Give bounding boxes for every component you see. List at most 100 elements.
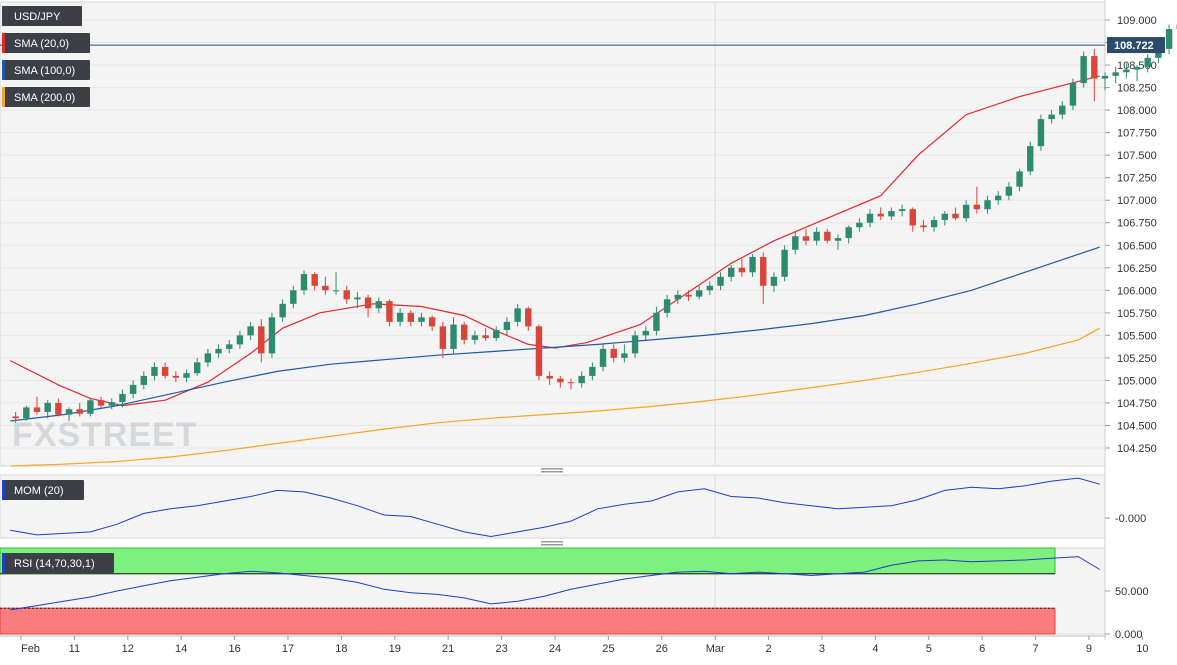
candle-body <box>12 416 18 418</box>
candle <box>536 325 542 381</box>
candle-body <box>66 409 72 414</box>
candle-body <box>1016 171 1022 186</box>
candle-body <box>109 402 115 406</box>
candle <box>1166 25 1172 55</box>
candle-body <box>546 376 552 379</box>
candle-body <box>418 317 424 322</box>
legend-momentum[interactable]: MOM (20) <box>2 480 84 500</box>
legend-sma[interactable]: SMA (200,0) <box>2 87 90 107</box>
candle-body <box>247 326 253 335</box>
candle-body <box>514 308 520 322</box>
candle-body <box>771 277 777 286</box>
candle-body <box>504 322 510 330</box>
candle-body <box>824 232 830 241</box>
candle-body <box>183 373 189 378</box>
candle-body <box>611 349 617 358</box>
legend-sma[interactable]: SMA (100,0) <box>2 60 90 80</box>
candle-body <box>952 214 958 219</box>
candle-body <box>1080 56 1086 83</box>
x-tick-label: 9 <box>1086 643 1092 655</box>
candle-body <box>685 295 691 297</box>
candle-body <box>55 403 61 415</box>
x-tick-label: Feb <box>21 643 40 655</box>
x-tick-label: 17 <box>282 643 294 655</box>
legend-label: SMA (200,0) <box>14 92 75 104</box>
candle-body <box>696 290 702 296</box>
candle-body <box>44 403 50 412</box>
candle-body <box>173 376 179 378</box>
rsi-tick-label: 0.000 <box>1115 629 1143 641</box>
candle-body <box>867 214 873 223</box>
candle-body <box>568 382 574 383</box>
legend-color-swatch <box>2 480 5 500</box>
candle-body <box>397 313 403 322</box>
candle-body <box>664 299 670 313</box>
panel-splitter-handle[interactable] <box>541 541 563 543</box>
x-tick-label: 6 <box>979 643 985 655</box>
candle-body <box>707 286 713 291</box>
price-tick-label: 105.500 <box>1117 330 1157 342</box>
legend-color-swatch <box>2 60 5 80</box>
candle-body <box>803 236 809 241</box>
candle-body <box>237 335 243 344</box>
candle-body <box>408 313 414 322</box>
candle-body <box>333 290 339 291</box>
candle-body <box>119 394 125 402</box>
candle-body <box>493 330 499 338</box>
candle-body <box>984 200 990 209</box>
candle-body <box>354 298 360 300</box>
x-tick-label: 23 <box>495 643 507 655</box>
legend-label: MOM (20) <box>14 485 64 497</box>
candle-body <box>1048 115 1054 120</box>
legend-rsi[interactable]: RSI (14,70,30,1) <box>2 553 114 573</box>
momentum-tick-label: -0.000 <box>1115 513 1146 525</box>
candle-body <box>162 367 168 376</box>
x-tick-label: 16 <box>228 643 240 655</box>
candle-body <box>151 367 157 376</box>
candle-body <box>87 400 93 414</box>
legend-label: USD/JPY <box>14 11 61 23</box>
candle-body <box>1091 56 1097 79</box>
candle-body <box>34 407 40 412</box>
panel-splitter-handle[interactable] <box>541 544 563 546</box>
candle-body <box>290 290 296 304</box>
candle-body <box>835 238 841 241</box>
x-tick-label: 10 <box>1136 643 1148 655</box>
candle-body <box>1059 106 1065 115</box>
price-tick-label: 106.500 <box>1117 240 1157 252</box>
x-tick-label: 24 <box>549 643 561 655</box>
candle-body <box>749 257 755 272</box>
candle-body <box>856 223 862 228</box>
candle-body <box>920 225 926 227</box>
candle-body <box>482 335 488 338</box>
candle-body <box>386 301 392 322</box>
candle-body <box>643 331 649 336</box>
candle-body <box>322 286 328 291</box>
candle-body <box>813 232 819 241</box>
legend-usdjpy[interactable]: USD/JPY <box>2 6 82 26</box>
panel-splitter-handle[interactable] <box>541 471 563 473</box>
candle-body <box>301 274 307 290</box>
x-tick-label: Mar <box>706 643 725 655</box>
price-tick-label: 105.000 <box>1117 375 1157 387</box>
legend-sma[interactable]: SMA (20,0) <box>2 33 90 53</box>
price-tick-label: 106.000 <box>1117 285 1157 297</box>
candle-body <box>141 376 147 385</box>
legend-label: RSI (14,70,30,1) <box>14 558 95 570</box>
candle <box>781 245 787 281</box>
candle-body <box>557 379 563 383</box>
x-tick-label: 18 <box>335 643 347 655</box>
candle-body <box>440 326 446 349</box>
candle-body <box>621 353 627 358</box>
candle <box>1038 115 1044 151</box>
panel-splitter-handle[interactable] <box>541 468 563 470</box>
legend-color-swatch <box>2 553 5 573</box>
x-tick-label: 14 <box>175 643 187 655</box>
price-tick-label: 108.250 <box>1117 83 1157 95</box>
x-tick-label: 2 <box>766 643 772 655</box>
legend-label: SMA (20,0) <box>14 38 69 50</box>
candle <box>1070 79 1076 111</box>
candle-body <box>974 205 980 210</box>
candle-body <box>739 268 745 273</box>
